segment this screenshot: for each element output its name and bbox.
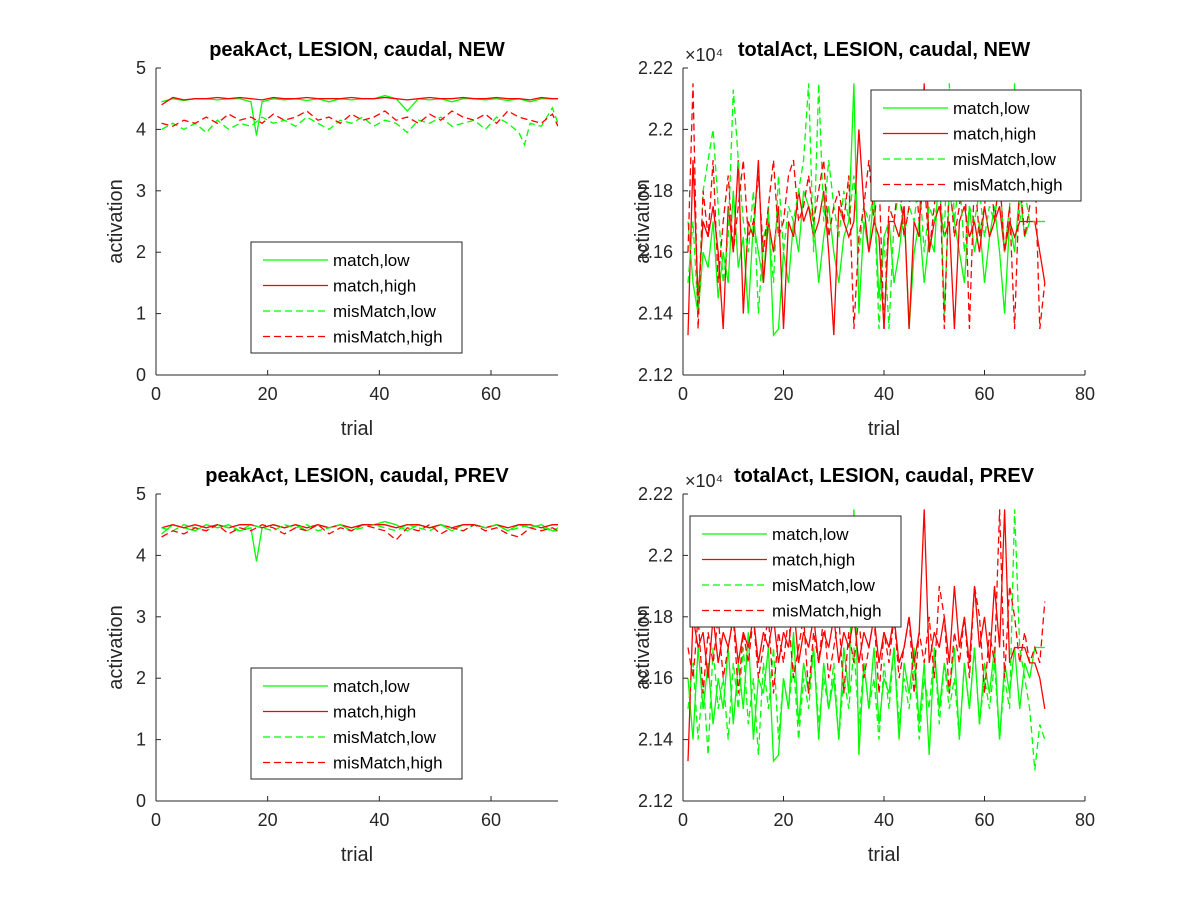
y-tick-label: 1 <box>136 304 146 324</box>
y-tick-label: 2 <box>136 242 146 262</box>
y-axis-label: activation <box>632 605 654 690</box>
legend-entry-label: misMatch,low <box>953 150 1057 169</box>
legend-entry-label: match,low <box>333 677 410 696</box>
legend-entry-label: match,high <box>953 125 1036 144</box>
legend-entry-label: misMatch,high <box>333 754 443 773</box>
legend-entry-label: match,low <box>333 251 410 270</box>
series-group <box>687 509 1046 771</box>
chart-panel-1: 0 20 40 60 0 1 2 3 4 5 trial activation peakAct, LES… <box>105 39 558 440</box>
x-tick-label: 20 <box>258 384 278 404</box>
y-tick-label: 5 <box>136 58 146 78</box>
legend-entry-label: misMatch,high <box>953 176 1063 195</box>
series-line-match-high <box>161 96 558 106</box>
x-tick-label: 40 <box>874 384 894 404</box>
legend-entry-label: match,high <box>333 277 416 296</box>
series-line-mismatch-high <box>687 509 1046 694</box>
x-tick-label: 40 <box>874 810 894 830</box>
series-line-mismatch-low <box>687 83 1045 330</box>
series-line-mismatch-low <box>687 509 1046 771</box>
x-axis-label: trial <box>868 418 900 440</box>
series-line-match-low <box>161 94 558 136</box>
y-exponent-label: ×10⁴ <box>685 471 723 491</box>
chart-title: peakAct, LESION, caudal, PREV <box>205 465 509 487</box>
x-axis-label: trial <box>868 844 900 866</box>
y-axis-label: activation <box>105 605 127 690</box>
series-line-mismatch-low <box>161 524 558 532</box>
y-axis-label: activation <box>632 179 654 264</box>
series-line-mismatch-low <box>161 106 558 147</box>
y-tick-label: 4 <box>136 545 146 565</box>
series-group <box>161 94 558 147</box>
series-line-match-high <box>687 509 1046 762</box>
y-tick-label: 2.18 <box>638 181 673 201</box>
series-line-mismatch-high <box>161 110 558 127</box>
x-tick-label: 40 <box>369 384 389 404</box>
series-line-match-high <box>687 83 1046 336</box>
y-tick-label: 2.12 <box>638 791 673 811</box>
legend-entry-label: misMatch,low <box>333 302 437 321</box>
x-tick-label: 60 <box>481 810 501 830</box>
y-tick-label: 2.22 <box>638 58 673 78</box>
x-tick-label: 0 <box>678 384 688 404</box>
x-tick-label: 80 <box>1075 810 1095 830</box>
series-line-match-low <box>687 83 1045 337</box>
y-tick-label: 2.14 <box>638 304 673 324</box>
chart-panel-2: 0 20 40 60 80 2.12 2.14 2.16 2.18 2.2 2.22 ×10⁴ tria… <box>632 39 1095 440</box>
x-tick-label: 20 <box>773 810 793 830</box>
legend-entry-label: misMatch,high <box>772 602 882 621</box>
y-axis-label: activation <box>105 179 127 264</box>
y-tick-label: 0 <box>136 791 146 811</box>
legend-entry-label: misMatch,high <box>333 328 443 347</box>
chart-panel-4: 0 20 40 60 80 2.12 2.14 2.16 2.18 2.2 2.22 ×10⁴ tria… <box>632 465 1095 866</box>
series-group <box>161 520 558 562</box>
y-tick-label: 5 <box>136 484 146 504</box>
y-tick-label: 2.22 <box>638 484 673 504</box>
legend: match,low match,high misMatch,low misMatch,… <box>250 241 463 354</box>
legend: match,low match,high misMatch,low misMatch,… <box>870 89 1082 202</box>
legend-entry-label: match,low <box>953 99 1030 118</box>
x-tick-label: 40 <box>369 810 389 830</box>
x-axis-label: trial <box>341 844 373 866</box>
x-tick-label: 20 <box>258 810 278 830</box>
y-tick-label: 2 <box>136 668 146 688</box>
chart-title: totalAct, LESION, caudal, NEW <box>738 39 1030 61</box>
x-axis-label: trial <box>341 418 373 440</box>
y-tick-label: 2.2 <box>648 545 673 565</box>
legend-entry-label: match,high <box>772 551 855 570</box>
x-tick-label: 0 <box>151 384 161 404</box>
y-tick-label: 2.14 <box>638 730 673 750</box>
y-tick-label: 3 <box>136 181 146 201</box>
legend-entry-label: match,low <box>772 525 849 544</box>
y-tick-label: 2.18 <box>638 607 673 627</box>
legend-entry-label: misMatch,low <box>333 728 437 747</box>
series-line-mismatch-high <box>161 523 558 541</box>
legend-entry-label: match,high <box>333 703 416 722</box>
legend-entry-label: misMatch,low <box>772 576 876 595</box>
x-tick-label: 60 <box>974 810 994 830</box>
y-tick-label: 2.2 <box>648 119 673 139</box>
x-tick-label: 80 <box>1075 384 1095 404</box>
x-tick-label: 60 <box>974 384 994 404</box>
chart-panel-3: 0 20 40 60 0 1 2 3 4 5 trial activation peakAct, LES… <box>105 465 558 866</box>
x-tick-label: 0 <box>678 810 688 830</box>
y-tick-label: 4 <box>136 119 146 139</box>
chart-title: peakAct, LESION, caudal, NEW <box>209 39 505 61</box>
legend: match,low match,high misMatch,low misMatch,… <box>250 667 463 780</box>
series-line-match-low <box>161 520 558 562</box>
y-tick-label: 2.12 <box>638 365 673 385</box>
y-tick-label: 2.16 <box>638 242 673 262</box>
y-tick-label: 1 <box>136 730 146 750</box>
chart-title: totalAct, LESION, caudal, PREV <box>734 465 1035 487</box>
legend: match,low match,high misMatch,low misMatch,… <box>689 515 902 628</box>
y-exponent-label: ×10⁴ <box>685 45 723 65</box>
y-tick-label: 2.16 <box>638 668 673 688</box>
x-tick-label: 60 <box>481 384 501 404</box>
y-tick-label: 3 <box>136 607 146 627</box>
x-tick-label: 20 <box>773 384 793 404</box>
x-tick-label: 0 <box>151 810 161 830</box>
y-tick-label: 0 <box>136 365 146 385</box>
